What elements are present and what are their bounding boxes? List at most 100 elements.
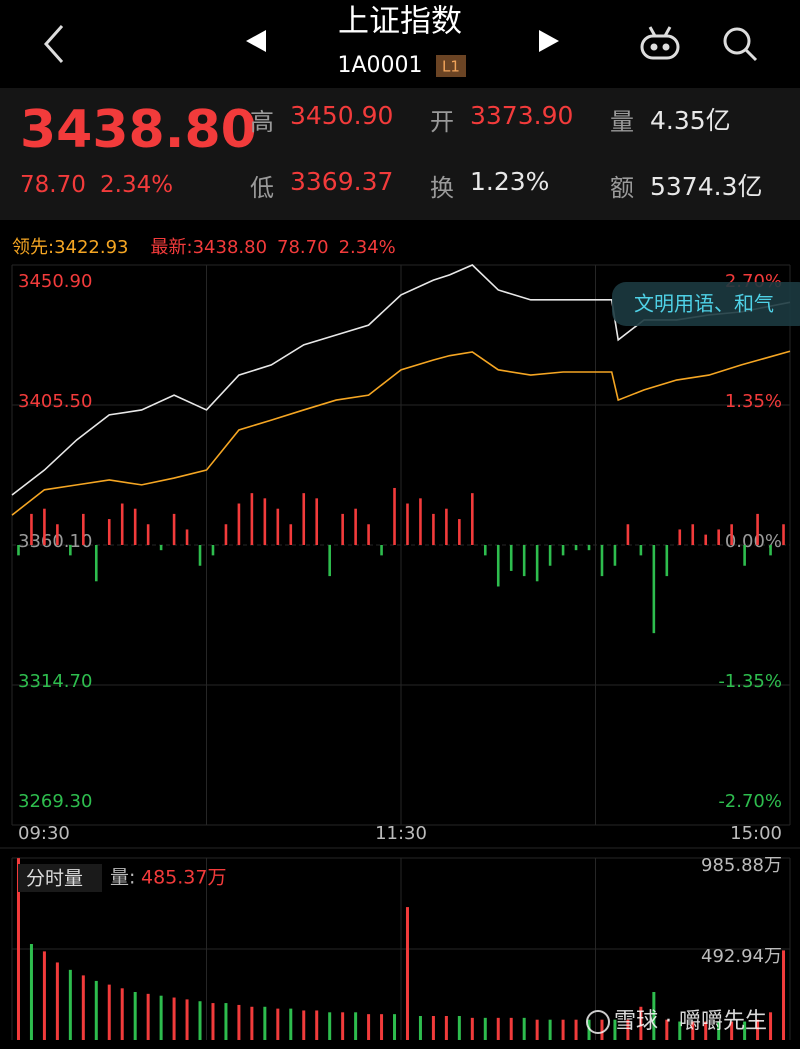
volume-bar: [328, 1012, 332, 1040]
breadth-bar: [43, 508, 46, 545]
volume-bar: [250, 1006, 254, 1040]
volume-bar: [393, 1014, 397, 1040]
volume-bar: [29, 944, 33, 1040]
breadth-bar: [782, 524, 785, 545]
y-tick-label: 3360.10: [18, 531, 92, 552]
breadth-bar: [82, 513, 85, 545]
breadth-bar: [756, 513, 759, 545]
stat-label: 开: [430, 108, 454, 136]
volume-bar: [107, 984, 111, 1040]
volume-bar: [341, 1012, 345, 1040]
volume-bar: [16, 858, 20, 1040]
breadth-bar: [380, 545, 383, 556]
volume-bar: [509, 1017, 513, 1040]
breadth-bar: [743, 545, 746, 566]
breadth-bar: [224, 524, 228, 545]
volume-bar: [613, 1019, 617, 1040]
breadth-bar: [341, 513, 344, 545]
volume-bar: [133, 992, 137, 1040]
breadth-bar: [250, 493, 254, 545]
volume-bar: [405, 907, 409, 1040]
last-price: 3438.80: [20, 100, 257, 160]
x-tick-label: 15:00: [730, 823, 782, 844]
watermark-logo: [586, 1010, 610, 1034]
volume-bar: [68, 969, 72, 1040]
breadth-bar: [717, 529, 720, 545]
breadth-bar: [626, 524, 630, 545]
price-line: [11, 264, 791, 496]
volume-bar: [652, 992, 656, 1040]
breadth-bar: [354, 508, 357, 545]
volume-bar: [120, 988, 124, 1040]
breadth-bar: [639, 545, 643, 556]
breadth-bar: [574, 545, 578, 551]
volume-bar: [704, 1021, 708, 1040]
y2-tick-label: -1.35%: [718, 671, 782, 692]
volume-bar: [42, 951, 46, 1040]
breadth-bar: [315, 498, 319, 545]
volume-bar: [548, 1019, 552, 1040]
lead-value: 3422.93: [54, 237, 129, 258]
y-tick-label: 3314.70: [18, 671, 92, 692]
y-tick-label: 985.88万: [701, 855, 782, 876]
breadth-bar: [367, 524, 370, 545]
volume-bar: [730, 1021, 734, 1040]
volume-bar: [626, 1019, 630, 1040]
volume-bar: [289, 1008, 293, 1040]
volume-bar: [769, 1012, 773, 1040]
breadth-bar: [561, 545, 565, 556]
breadth-bar: [172, 513, 176, 545]
breadth-bar: [107, 519, 111, 545]
breadth-bar: [522, 545, 526, 577]
bot-icon[interactable]: [640, 26, 680, 60]
latest-label: 最新:: [150, 237, 193, 258]
breadth-bar: [328, 545, 331, 577]
breadth-bar: [458, 519, 461, 545]
volume-bar: [367, 1014, 371, 1040]
volume-bar: [678, 1021, 682, 1040]
volume-bar: [198, 1001, 202, 1040]
volume-current-label: 量:: [110, 867, 135, 889]
latest-pct: 2.34%: [338, 237, 396, 258]
comment-text: 文明用语、和气: [634, 292, 774, 316]
level-badge: [436, 55, 466, 77]
volume-bar: [224, 1003, 228, 1040]
index-code: 1A0001: [337, 53, 422, 78]
stat-value: 3369.37: [290, 167, 394, 196]
volume-bar: [276, 1008, 280, 1040]
volume-bar: [159, 995, 163, 1040]
y-tick-label: 3269.30: [18, 791, 92, 812]
breadth-bar: [302, 493, 306, 545]
volume-title-box: [18, 864, 102, 892]
next-button[interactable]: [539, 30, 559, 52]
volume-bar: [457, 1016, 461, 1040]
volume-bar: [94, 980, 98, 1040]
breadth-bar: [535, 545, 539, 582]
breadth-bar: [652, 545, 656, 634]
volume-bar: [263, 1006, 267, 1040]
volume-bar: [639, 1006, 643, 1040]
breadth-bar: [17, 545, 20, 556]
breadth-bar: [56, 524, 59, 545]
search-icon[interactable]: [723, 27, 758, 62]
volume-bar: [470, 1017, 474, 1040]
y2-tick-label: -2.70%: [718, 791, 782, 812]
volume-bar: [561, 1019, 565, 1040]
breadth-bar: [471, 493, 474, 545]
breadth-bar: [69, 545, 72, 556]
prev-button[interactable]: [246, 30, 266, 52]
breadth-bar: [406, 503, 409, 545]
volume-bar: [600, 1019, 604, 1040]
y2-tick-label: 1.35%: [725, 391, 782, 412]
breadth-bar: [289, 524, 293, 545]
volume-bar: [172, 997, 176, 1040]
back-button[interactable]: [43, 25, 64, 63]
volume-bar: [717, 1021, 721, 1040]
stat-value: 5374.3亿: [650, 172, 763, 201]
breadth-bar: [263, 498, 267, 545]
stat-label: 额: [610, 174, 634, 202]
volume-bar: [55, 962, 59, 1040]
y-tick-label: 3450.90: [18, 271, 92, 292]
